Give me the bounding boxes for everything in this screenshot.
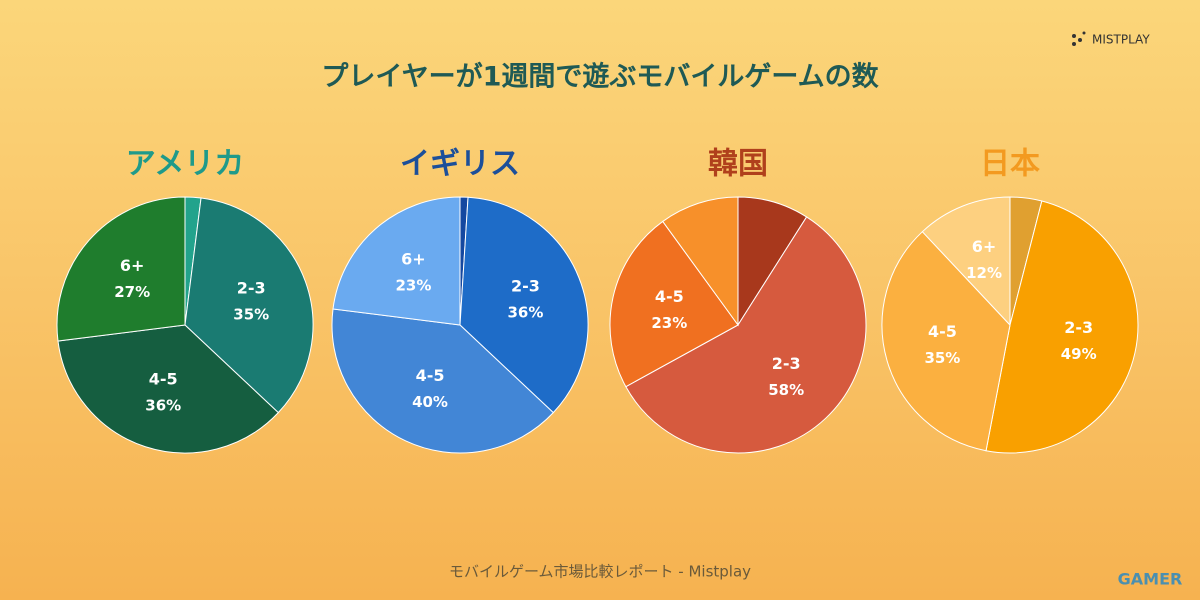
slice-label: 4-5 <box>655 287 684 306</box>
pie-slice <box>56 196 186 342</box>
slice-label: 2-3 <box>511 277 540 296</box>
value-label: 49% <box>1061 345 1097 363</box>
pie-slice <box>184 197 314 414</box>
slice-label: 4-5 <box>928 322 957 341</box>
pie-title: イギリス <box>400 147 520 182</box>
slice-label: 4-5 <box>149 369 178 388</box>
value-label: 36% <box>145 396 181 414</box>
value-label: 35% <box>924 349 960 367</box>
pie-title: 韓国 <box>708 147 768 182</box>
pie-slice <box>662 196 739 327</box>
value-label: 58% <box>768 381 804 399</box>
value-label: 12% <box>966 264 1002 282</box>
pie-title: アメリカ <box>126 147 245 182</box>
slice-label: 6+ <box>401 250 426 269</box>
value-label: 27% <box>114 283 150 301</box>
value-label: 35% <box>233 306 269 324</box>
brand: MISTPLAY <box>1092 33 1150 47</box>
pie-slice <box>331 308 555 454</box>
pie-slice <box>921 196 1011 327</box>
slice-label: 4-5 <box>416 366 445 385</box>
pie-slice <box>332 196 461 326</box>
pie-title: 日本 <box>980 147 1040 182</box>
pie-slice <box>609 220 739 388</box>
footer: モバイルゲーム市場比較レポート - Mistplay <box>449 563 751 581</box>
slice-label: 2-3 <box>237 279 266 298</box>
value-label: 40% <box>412 393 448 411</box>
value-label: 23% <box>395 277 431 295</box>
value-label: 36% <box>508 304 544 322</box>
slice-label: 6+ <box>120 256 145 275</box>
slice-label: 6+ <box>972 237 997 256</box>
slice-label: 2-3 <box>1064 318 1093 337</box>
pie-slice <box>625 216 867 454</box>
value-label: 23% <box>651 314 687 332</box>
brand-logo <box>1072 31 1086 46</box>
slice-label: 2-3 <box>772 354 801 373</box>
pie-slice <box>985 200 1139 454</box>
pie-slice <box>57 324 280 454</box>
pie-slice <box>881 230 1011 452</box>
watermark: GAMER <box>1118 570 1183 589</box>
pie-slice <box>459 196 589 414</box>
page-title: プレイヤーが1週間で遊ぶモバイルゲームの数 <box>321 61 879 93</box>
